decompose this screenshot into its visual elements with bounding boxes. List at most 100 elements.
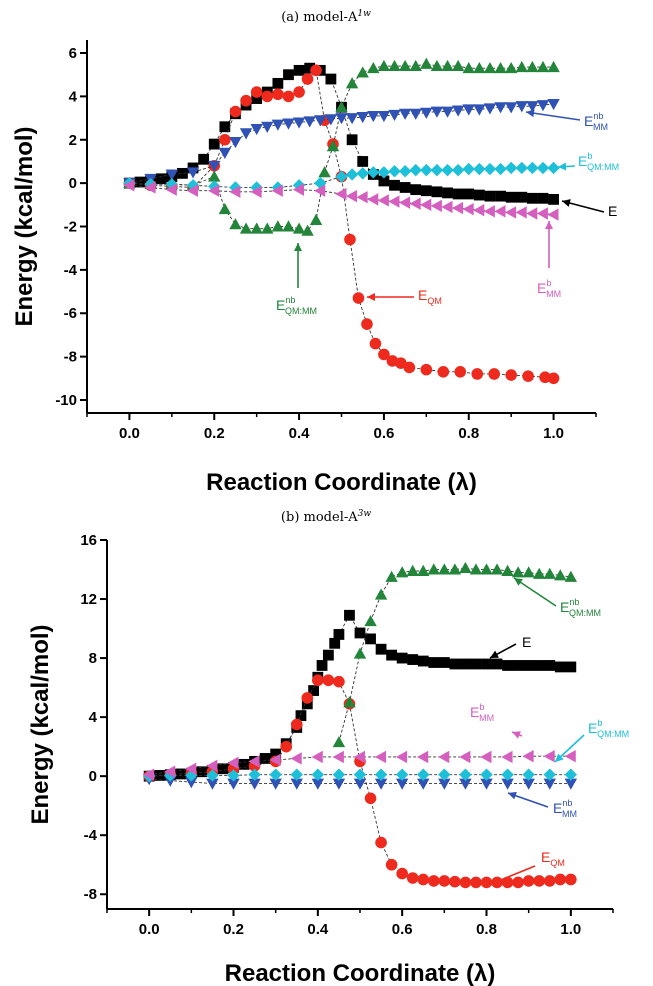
data-point: [397, 653, 408, 664]
annotation: Enb QM:MM: [276, 243, 317, 316]
data-point: [526, 61, 538, 72]
annotation-sup: b: [546, 278, 551, 288]
y-tick-label: 6: [69, 45, 77, 62]
data-point: [473, 204, 484, 216]
data-point: [555, 662, 566, 673]
data-point: [481, 659, 492, 670]
data-point: [513, 660, 524, 671]
data-point: [357, 191, 368, 203]
data-point: [272, 78, 283, 89]
annotation-label: Eb QM:MM: [578, 151, 619, 172]
data-point: [494, 205, 505, 217]
annotation-sub: QM:MM: [587, 162, 619, 172]
y-tick-label: 4: [89, 709, 98, 726]
data-point: [473, 163, 485, 175]
data-point: [386, 859, 398, 871]
data-point: [439, 657, 450, 668]
data-point: [480, 751, 491, 763]
data-point: [488, 368, 500, 380]
data-point: [463, 163, 475, 175]
data-point: [420, 58, 432, 69]
data-point: [421, 185, 432, 196]
annotation-sub: QM:MM: [569, 608, 601, 618]
data-point: [452, 60, 464, 71]
data-point: [506, 192, 517, 203]
arrow-head: [508, 792, 517, 800]
data-point: [375, 837, 387, 849]
data-point: [335, 170, 347, 182]
y-tick-label: -2: [64, 219, 77, 236]
data-point: [547, 162, 559, 174]
data-point: [533, 875, 545, 887]
panel-title: (b) model-A3w: [281, 509, 371, 525]
x-tick-label: 0.4: [289, 425, 311, 442]
data-point: [293, 222, 305, 233]
series-line: [129, 64, 553, 231]
data-point: [492, 659, 503, 670]
data-point: [310, 65, 322, 77]
annotation-base: E: [578, 153, 587, 169]
annotation-label: Eb MM: [470, 702, 494, 723]
data-point: [522, 370, 534, 382]
data-point: [453, 189, 464, 200]
data-point: [208, 170, 220, 181]
data-point: [471, 368, 483, 380]
annotation-label: E: [608, 203, 617, 219]
data-point: [357, 156, 368, 167]
annotation-label: Eb MM: [537, 278, 561, 299]
data-point: [432, 186, 443, 197]
data-point: [301, 692, 313, 704]
data-point: [547, 208, 558, 220]
series-line: [339, 568, 571, 742]
data-point: [378, 111, 390, 122]
data-point: [544, 750, 555, 762]
data-point: [344, 234, 356, 246]
data-point: [291, 719, 303, 731]
data-point: [323, 674, 335, 686]
data-point: [230, 106, 242, 118]
annotation-label: EQM: [418, 287, 442, 306]
x-tick-label: 0.4: [307, 921, 329, 938]
data-point: [404, 362, 416, 374]
data-point: [449, 659, 460, 670]
data-point: [544, 568, 556, 579]
data-point: [396, 751, 407, 763]
data-point: [533, 568, 545, 579]
data-point: [438, 366, 450, 378]
data-point: [346, 113, 358, 124]
data-point: [302, 73, 314, 85]
panel-a: (a) model-A1w 0.0 0.2 0.4 0.6 0.8 1.0 -10 -8 -6 -4…: [11, 9, 619, 496]
data-point: [522, 566, 534, 577]
annotation-sub: QM: [550, 858, 565, 868]
data-point: [441, 107, 453, 118]
annotation-sup: nb: [285, 295, 295, 305]
data-point: [494, 163, 506, 175]
y-axis-title: Energy (kcal/mol): [11, 126, 38, 326]
data-point: [355, 628, 366, 639]
annotation-base: E: [522, 634, 531, 650]
panel-title: (a) model-A1w: [281, 9, 371, 25]
annotation: Enb MM: [508, 792, 577, 819]
data-point: [417, 874, 429, 886]
data-point: [294, 65, 305, 76]
data-point: [418, 656, 429, 667]
annotation: Eb QM:MM: [558, 151, 619, 172]
annotation-label: Enb QM:MM: [560, 597, 601, 618]
data-point: [323, 650, 334, 661]
data-point: [318, 166, 330, 177]
data-point: [240, 128, 252, 139]
data-point: [219, 148, 231, 159]
data-point: [156, 173, 167, 184]
data-point: [522, 750, 533, 762]
data-point: [325, 74, 336, 85]
data-point: [544, 875, 556, 887]
panel-title-sup: 3w: [358, 509, 372, 519]
data-point: [428, 875, 440, 887]
arrow-head: [294, 243, 302, 251]
data-point: [527, 193, 538, 204]
data-point: [365, 633, 376, 644]
data-point: [282, 220, 294, 231]
data-point: [346, 168, 358, 180]
annotation-label: Enb MM: [553, 798, 577, 819]
